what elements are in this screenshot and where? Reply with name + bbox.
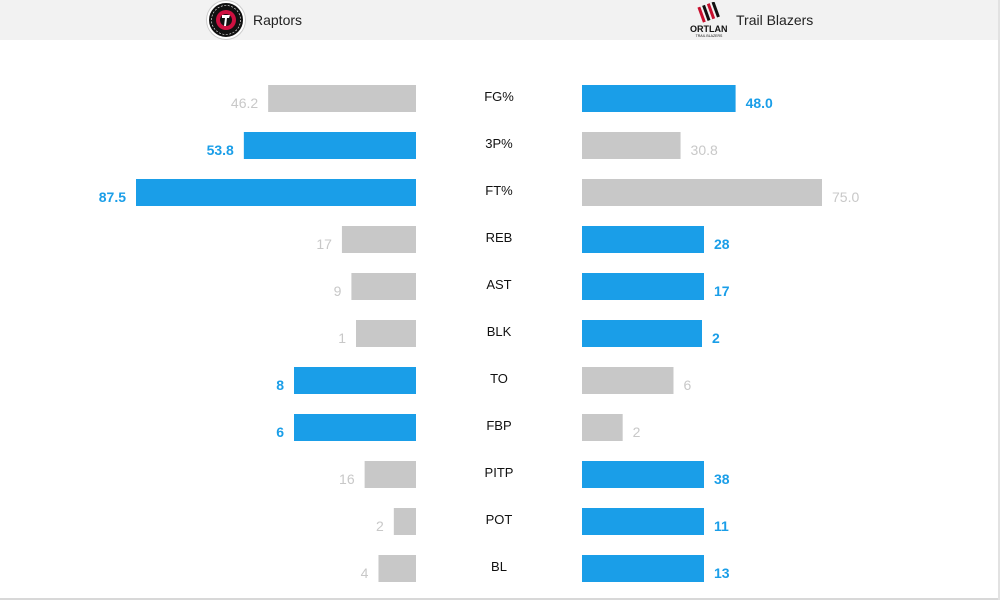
raptors-value: 53.8 <box>207 142 234 158</box>
away-team[interactable]: Raptors <box>207 0 302 40</box>
trail-blazers-value: 13 <box>714 565 730 581</box>
raptors-value: 9 <box>334 283 342 299</box>
trail-blazers-value: 17 <box>714 283 730 299</box>
raptors-value: 8 <box>276 377 284 393</box>
trail-blazers-bar <box>582 273 704 300</box>
svg-text:PORTLAND: PORTLAND <box>690 24 728 34</box>
away-team-name: Raptors <box>253 12 303 28</box>
svg-text:TRAIL BLAZERS: TRAIL BLAZERS <box>696 34 723 38</box>
raptors-value: 6 <box>276 424 284 440</box>
trail-blazers-logo-icon: PORTLAND TRAIL BLAZERS <box>690 2 728 38</box>
raptors-bar <box>356 320 416 347</box>
trail-blazers-bar <box>582 555 704 582</box>
raptors-bar <box>378 555 416 582</box>
trail-blazers-bar <box>582 461 704 488</box>
trail-blazers-value: 2 <box>633 424 641 440</box>
raptors-logo-icon <box>207 1 245 39</box>
raptors-value: 16 <box>339 471 355 487</box>
raptors-bar <box>351 273 416 300</box>
trail-blazers-bar <box>582 226 704 253</box>
trail-blazers-value: 11 <box>714 518 729 534</box>
raptors-value: 87.5 <box>99 189 126 205</box>
trail-blazers-value: 6 <box>684 377 692 393</box>
trail-blazers-bar <box>582 132 681 159</box>
right-edge-divider <box>998 0 1000 600</box>
trail-blazers-value: 30.8 <box>691 142 718 158</box>
raptors-bar <box>364 461 416 488</box>
raptors-bar <box>393 508 416 535</box>
raptors-value: 17 <box>316 236 332 252</box>
raptors-value: 46.2 <box>231 95 258 111</box>
trail-blazers-value: 48.0 <box>746 95 773 111</box>
trail-blazers-bar <box>582 320 702 347</box>
raptors-bar <box>268 85 416 112</box>
trail-blazers-value: 28 <box>714 236 730 252</box>
raptors-bar <box>294 367 416 394</box>
trail-blazers-bar <box>582 367 674 394</box>
stat-label-to: TO <box>490 371 508 386</box>
stat-label-pot: POT <box>486 512 513 527</box>
trail-blazers-bar <box>582 85 736 112</box>
stat-label-pitp: PITP <box>485 465 514 480</box>
trail-blazers-bar <box>582 179 822 206</box>
trail-blazers-value: 2 <box>712 330 720 346</box>
home-team[interactable]: PORTLAND TRAIL BLAZERS Trail Blazers <box>690 0 813 40</box>
raptors-bar <box>341 226 416 253</box>
trail-blazers-bar <box>582 508 704 535</box>
raptors-value: 2 <box>376 518 384 534</box>
stat-label-ast: AST <box>486 277 511 292</box>
bottom-divider <box>0 598 1000 600</box>
trail-blazers-value: 75.0 <box>832 189 859 205</box>
stat-label-ft-pct: FT% <box>485 183 513 198</box>
stat-label-blk: BLK <box>487 324 512 339</box>
stat-label-3p-pct: 3P% <box>485 136 513 151</box>
trail-blazers-value: 38 <box>714 471 730 487</box>
raptors-bar <box>294 414 416 441</box>
home-team-name: Trail Blazers <box>736 12 814 28</box>
raptors-bar <box>136 179 416 206</box>
stat-label-fg-pct: FG% <box>484 89 514 104</box>
raptors-bar <box>243 132 416 159</box>
stat-label-reb: REB <box>486 230 513 245</box>
trail-blazers-bar <box>582 414 623 441</box>
raptors-value: 1 <box>338 330 346 346</box>
raptors-value: 4 <box>361 565 369 581</box>
stat-label-fbp: FBP <box>486 418 511 433</box>
team-header-bar: Raptors PORTLAND TRAIL BLAZERS Trail Bla… <box>0 0 1000 40</box>
stat-label-bl: BL <box>491 559 507 574</box>
